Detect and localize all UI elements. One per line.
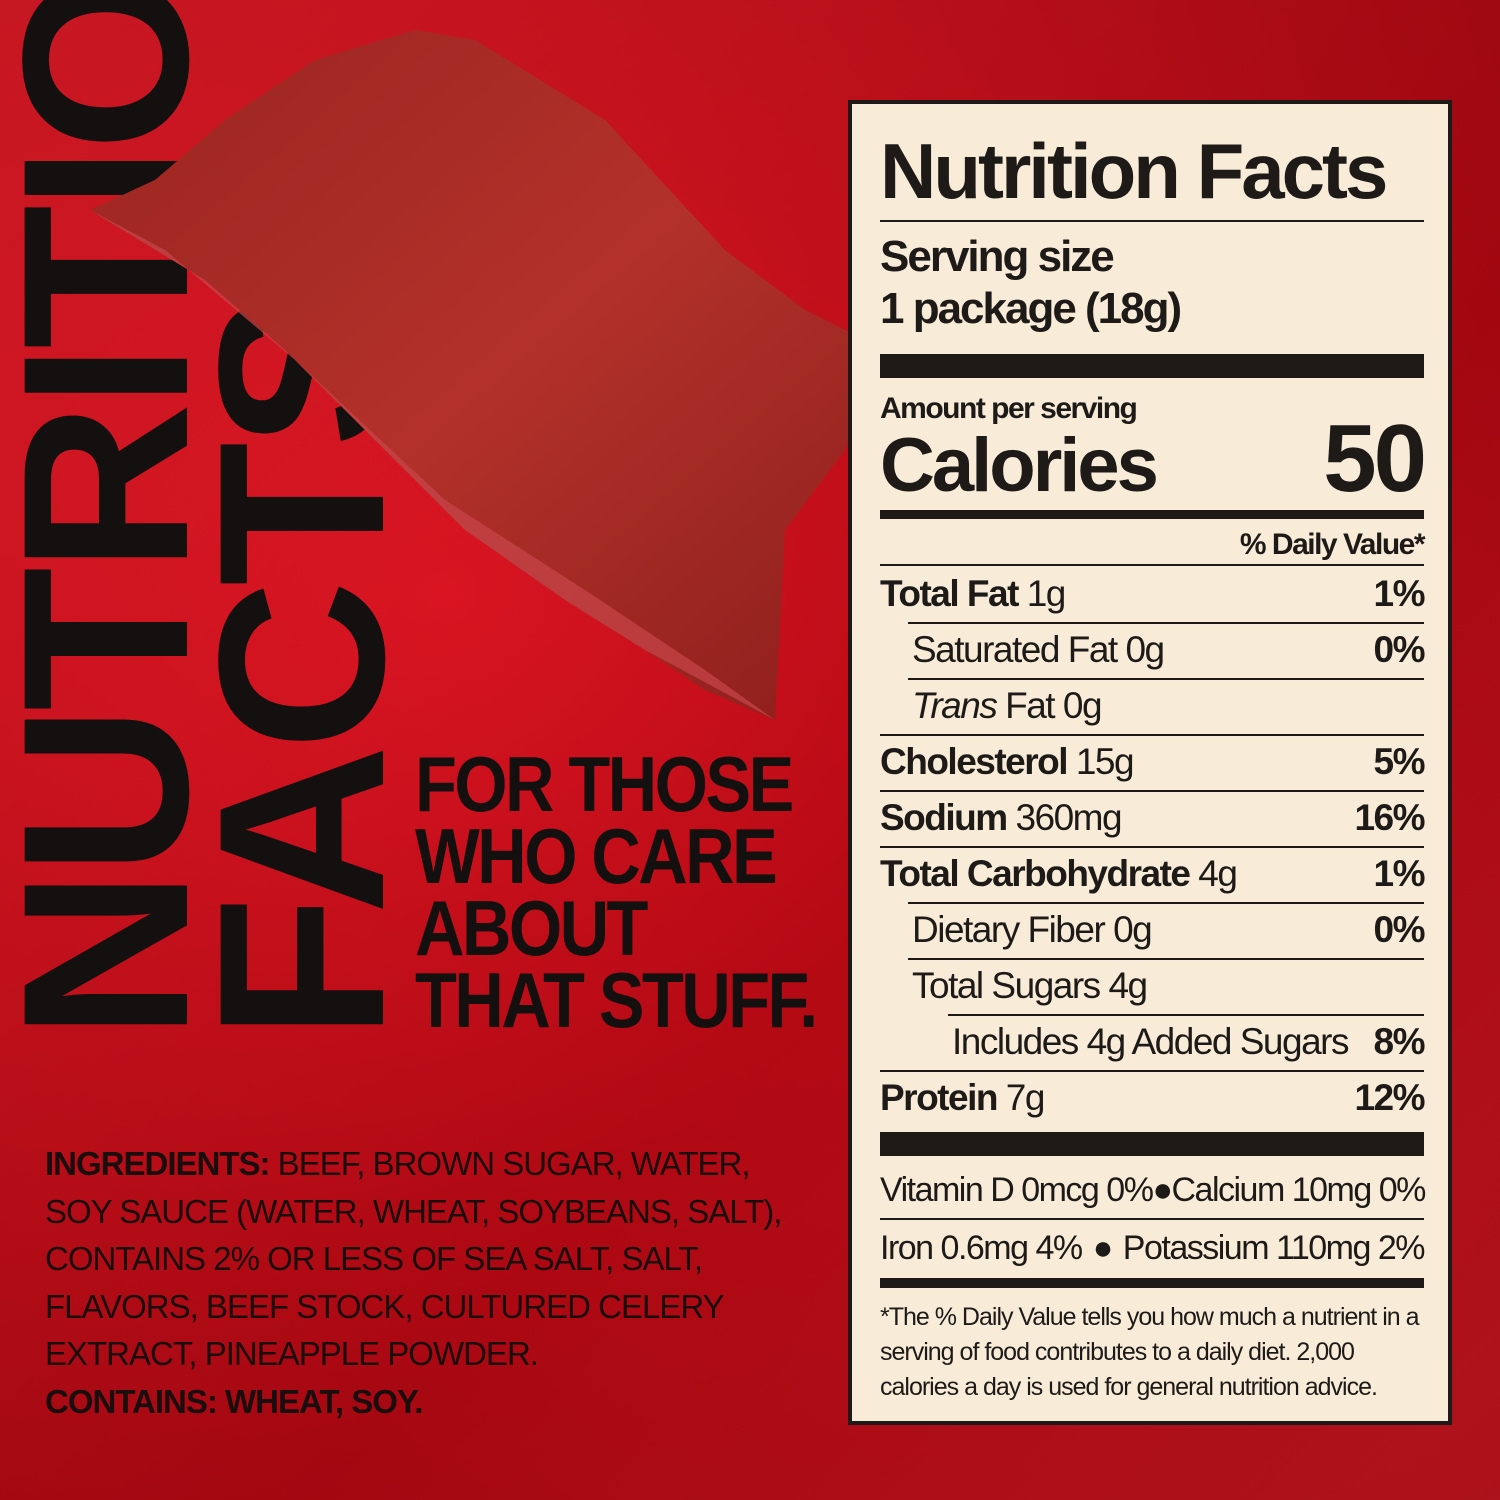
divider [880,564,1424,566]
nutrient-name: Dietary Fiber [912,909,1106,950]
ingredients-text: BEEF, BROWN SUGAR, WATER, [269,1145,751,1182]
allergen-statement: CONTAINS: WHEAT, SOY. [45,1382,423,1420]
nutrient-row-total-sugars: Total Sugars 4g [880,958,1424,1014]
nutrient-dv: 16% [1354,797,1425,838]
serving-size-value: 1 package (18g) [880,284,1182,333]
nutrient-row-total-fat: Total Fat 1g 1% [880,566,1426,622]
divider [880,1218,1424,1220]
nutrient-amount: 0g [1125,629,1165,670]
nutrient-dv: 0% [1373,629,1426,670]
divider [880,790,1424,792]
nutrient-amount: 4g [1198,853,1238,894]
divider-thick [880,354,1424,378]
nutrient-row-cholesterol: Cholesterol 15g 5% [880,734,1426,790]
ingredients-text: SOY SAUCE (WATER, WHEAT, SOYBEANS, SALT)… [45,1192,782,1230]
label-title: Nutrition Facts [880,127,1388,215]
calcium: Calcium 10mg 0% [1171,1170,1426,1209]
nutrient-name: Protein [880,1077,998,1118]
nutrient-dv: 1% [1373,853,1426,894]
divider [908,622,1424,624]
tagline-line: ABOUT [415,884,648,972]
daily-value-footnote: *The % Daily Value tells you how much a … [880,1303,1420,1401]
divider [908,958,1424,960]
ingredients-text: EXTRACT, PINEAPPLE POWDER. [45,1335,539,1372]
nutrient-amount: 1g [1026,573,1067,614]
nutrient-dv: 5% [1373,741,1426,782]
divider [948,1014,1424,1016]
tagline-line: THAT STUFF. [415,956,818,1044]
nutrient-name: Total Fat [880,573,1019,614]
divider [908,902,1424,904]
ingredients: INGREDIENTS: BEEF, BROWN SUGAR, WATER, S… [45,1140,845,1425]
mineral-row: Iron 0.6mg 4% ● Potassium 110mg 2% [880,1220,1426,1276]
nutrient-amount: 4g [1108,965,1148,1006]
nutrient-dv: 12% [1354,1077,1425,1118]
nutrient-amount: 0g [1062,685,1103,726]
nutrient-name: Cholesterol [880,741,1069,782]
nutrient-amount: 7g [1005,1077,1046,1118]
vitamin-row: Vitamin D 0mcg 0% ● Calcium 10mg 0% [880,1162,1426,1218]
amount-per-serving: Amount per serving [880,392,1138,425]
daily-value-header: % Daily Value* [1239,528,1426,561]
iron: Iron 0.6mg 4% [880,1228,1083,1267]
nutrient-row-trans-fat: Trans Fat 0g [880,678,1424,734]
ingredients-text: CONTAINS 2% OR LESS OF SEA SALT, SALT, [45,1240,703,1277]
ingredients-label: INGREDIENTS: [45,1145,271,1182]
serving-size-label: Serving size [880,232,1115,281]
nutrient-row-added-sugars: Includes 4g Added Sugars 8% [880,1014,1426,1070]
divider [880,846,1424,848]
nutrient-amount: 15g [1075,741,1135,782]
divider-medium [880,1278,1424,1288]
nutrient-name: Trans [912,685,998,726]
beef-jerky-image [90,30,885,720]
divider-medium [880,510,1424,519]
tagline-line: FOR THOSE [415,740,794,828]
calories-label: Calories [880,423,1159,508]
tagline: FOR THOSE WHO CARE ABOUT THAT STUFF. [415,740,870,1044]
ingredients-text: FLAVORS, BEEF STOCK, CULTURED CELERY [45,1287,725,1325]
potassium: Potassium 110mg 2% [1122,1228,1426,1267]
bullet-icon: ● [1152,1170,1173,1209]
divider-thick [880,1132,1424,1156]
nutrient-row-total-carbohydrate: Total Carbohydrate 4g 1% [880,846,1426,902]
tagline-line: WHO CARE [415,812,778,900]
nutrient-name: Saturated Fat [912,629,1118,670]
nutrient-amount: 360mg [1015,797,1122,838]
nutrient-name: Total Carbohydrate [880,853,1191,894]
nutrient-dv: 1% [1373,573,1426,614]
bullet-icon: ● [1092,1228,1114,1267]
nutrient-row-sodium: Sodium 360mg 16% [880,790,1425,846]
calories-value: 50 [1323,405,1427,512]
nutrient-name: Sodium [880,797,1008,838]
nutrient-name: Includes 4g Added Sugars [952,1021,1350,1062]
divider [880,734,1424,736]
nutrition-facts-label: Nutrition Facts Serving size 1 package (… [848,100,1452,1425]
nutrient-amount: 0g [1113,909,1153,950]
nutrient-dv: 8% [1373,1021,1426,1062]
divider [908,678,1424,680]
nutrient-name: Fat [1005,685,1055,726]
nutrient-dv: 0% [1373,909,1426,950]
nutrient-row-protein: Protein 7g 12% [880,1070,1425,1126]
divider [880,220,1424,222]
nutrient-name: Total Sugars [912,965,1101,1006]
nutrient-row-saturated-fat: Saturated Fat 0g 0% [880,622,1426,678]
vitamin-d: Vitamin D 0mcg 0% [880,1170,1154,1209]
nutrient-row-dietary-fiber: Dietary Fiber 0g 0% [880,902,1426,958]
divider [880,1070,1424,1072]
